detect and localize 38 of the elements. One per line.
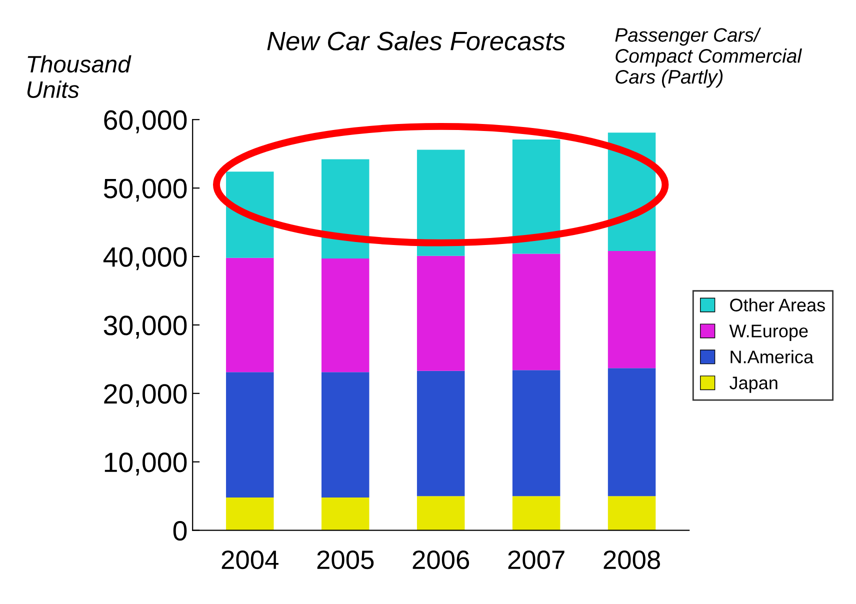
bar (416, 370, 465, 496)
bar (226, 258, 274, 372)
bar (512, 139, 560, 254)
x-tick-label: 2004 (222, 550, 278, 570)
y-tick-label: 50,000 (104, 178, 187, 202)
bar (512, 370, 560, 496)
bar (321, 258, 370, 372)
bar (321, 159, 370, 259)
y-tick-label: 30,000 (104, 316, 187, 339)
x-tick-label: 2007 (508, 550, 564, 570)
bar (321, 372, 370, 498)
legend-label: N.America (730, 350, 814, 364)
y-tick-label: 40,000 (103, 247, 187, 270)
y-axis-title: Thousand Units (27, 55, 132, 98)
bar (608, 368, 656, 496)
bar (608, 251, 656, 368)
bar (416, 150, 465, 256)
x-tick-label: 2005 (317, 550, 374, 570)
bar (226, 497, 274, 530)
legend-label: Japan (730, 376, 778, 393)
y-tick-label: 20,000 (104, 384, 187, 408)
bar (608, 496, 656, 530)
bar (416, 496, 465, 530)
y-tick-label: 10,000 (104, 452, 187, 476)
legend-label: Other Areas (730, 298, 825, 312)
legend-label: W.Europe (729, 324, 808, 341)
bar (416, 256, 465, 371)
y-tick-label: 0 (173, 520, 187, 541)
text: Passenger Cars/ Compact Commercial Cars (Partly) (615, 28, 802, 88)
bar (512, 496, 560, 530)
y-tick-label: 60,000 (104, 110, 187, 134)
chart-title: New Car Sales Forecasts (267, 31, 566, 50)
x-tick-label: 2006 (412, 550, 470, 570)
bar (321, 497, 370, 530)
bar (512, 254, 560, 370)
x-tick-label: 2008 (604, 550, 660, 570)
bar (226, 172, 274, 258)
bar (226, 372, 274, 498)
